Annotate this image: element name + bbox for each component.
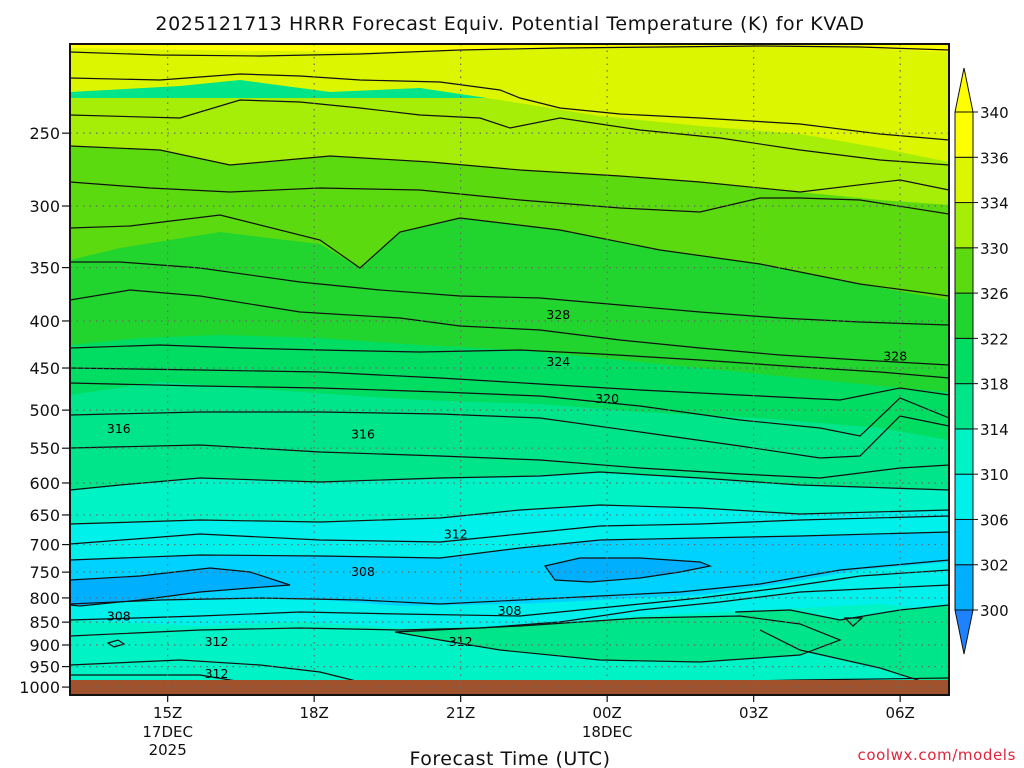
band-340	[70, 44, 949, 162]
colorbar-label-318: 318	[980, 376, 1009, 394]
contour-label-0: 328	[546, 307, 570, 322]
colorbar-extend-bottom	[954, 609, 974, 655]
y-tick-label-250: 250	[29, 124, 60, 143]
x-date-label-0-0: 17DEC	[142, 723, 193, 741]
y-tick-label-500: 500	[29, 401, 60, 420]
colorbar-label-306: 306	[980, 511, 1009, 529]
y-tick-label-350: 350	[29, 259, 60, 278]
contour-label-5: 316	[351, 426, 375, 441]
colorbar-label-340: 340	[980, 104, 1009, 122]
colorbar-segment-318	[954, 383, 974, 430]
colorbar-label-336: 336	[980, 149, 1009, 167]
chart-title: 2025121713 HRRR Forecast Equiv. Potentia…	[155, 13, 864, 35]
y-tick-label-550: 550	[29, 439, 60, 458]
colorbar-segment-302	[954, 564, 974, 611]
colorbar-label-330: 330	[980, 240, 1009, 258]
credit-text: coolwx.com/models	[858, 746, 1017, 764]
colorbar-segment-306	[954, 518, 974, 566]
y-tick-label-650: 650	[29, 506, 60, 525]
y-tick-label-800: 800	[29, 589, 60, 608]
x-tick-label-15Z: 15Z	[153, 704, 182, 722]
colorbar-label-326: 326	[980, 285, 1009, 303]
colorbar-segment-314	[954, 428, 974, 475]
y-tick-label-900: 900	[29, 636, 60, 655]
contour-label-4: 316	[107, 421, 131, 436]
colorbar-label-302: 302	[980, 557, 1009, 575]
x-date-label-0-1: 2025	[149, 741, 187, 759]
x-axis-label: Forecast Time (UTC)	[410, 748, 611, 768]
colorbar-label-310: 310	[980, 466, 1009, 484]
y-tick-label-850: 850	[29, 613, 60, 632]
contour-label-8: 308	[498, 603, 522, 618]
colorbar-segment-334	[954, 202, 974, 249]
y-tick-label-1000: 1000	[19, 678, 60, 697]
contour-label-9: 308	[107, 609, 131, 624]
y-tick-label-600: 600	[29, 474, 60, 493]
colorbar-extend-top	[954, 67, 974, 113]
colorbar-label-314: 314	[980, 421, 1009, 439]
contour-label-6: 312	[444, 527, 468, 542]
ground	[70, 680, 949, 695]
y-tick-label-400: 400	[29, 312, 60, 331]
x-tick-label-06Z: 06Z	[885, 704, 914, 722]
colorbar: 300 302 306 310 314 318 322 326 330 334 336 340	[954, 67, 1009, 655]
colorbar-segment-340	[954, 111, 974, 158]
x-tick-label-21Z: 21Z	[446, 704, 475, 722]
contour-label-3: 320	[595, 391, 619, 406]
y-tick-label-700: 700	[29, 536, 60, 555]
colorbar-segment-336	[954, 156, 974, 204]
x-tick-label-00Z: 00Z	[592, 704, 621, 722]
colorbar-label-334: 334	[980, 195, 1009, 213]
colorbar-segment-322	[954, 337, 974, 385]
x-tick-label-18Z: 18Z	[299, 704, 328, 722]
y-tick-label-750: 750	[29, 563, 60, 582]
contour-label-10: 312	[205, 634, 229, 649]
y-tick-label-300: 300	[29, 197, 60, 216]
y-tick-label-450: 450	[29, 359, 60, 378]
gridlines	[70, 44, 949, 695]
colorbar-segment-330	[954, 247, 974, 294]
x-date-label-1-0: 18DEC	[582, 723, 633, 741]
colorbar-label-300: 300	[980, 602, 1009, 620]
contour-label-2: 324	[546, 354, 570, 369]
contour-label-1: 328	[883, 348, 907, 363]
y-tick-label-950: 950	[29, 658, 60, 677]
y-axis-ticks: 250 300 350 400 450 500 550 600 650 700 750 800 850 9…	[19, 124, 70, 697]
plot-frame	[69, 43, 950, 696]
contour-label-12: 312	[205, 666, 229, 681]
colorbar-segment-326	[954, 292, 974, 339]
colorbar-label-322: 322	[980, 330, 1009, 348]
colorbar-segment-310	[954, 473, 974, 520]
x-tick-label-03Z: 03Z	[739, 704, 768, 722]
